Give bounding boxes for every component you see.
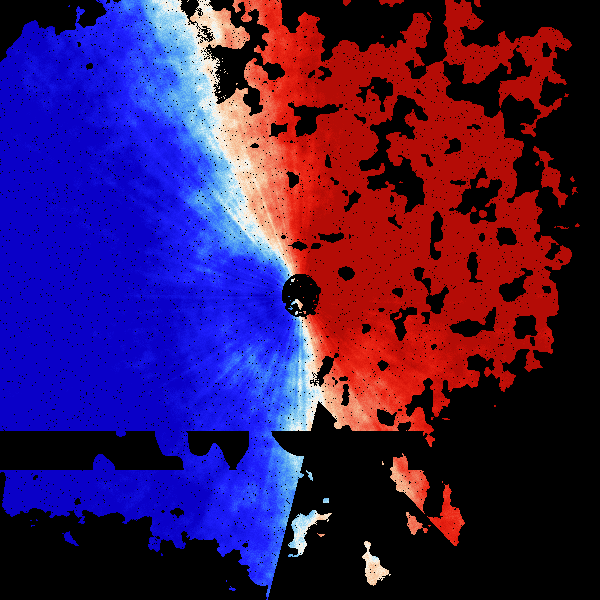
radar-velocity-display[interactable]: doppler-velocity-blue-red knots — [0, 0, 600, 600]
radar-velocity-canvas[interactable] — [0, 0, 600, 600]
